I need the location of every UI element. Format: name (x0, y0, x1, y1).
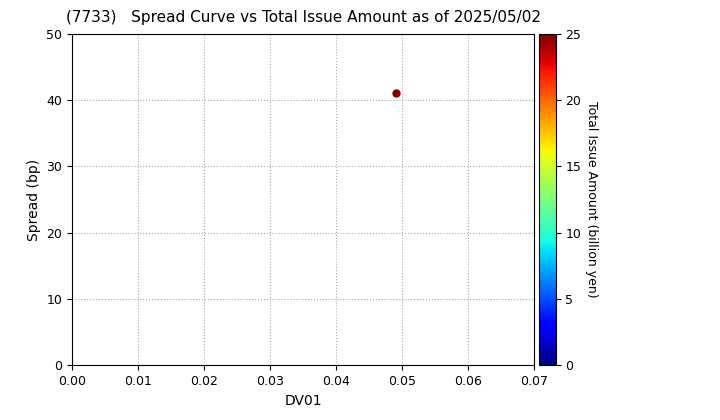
Y-axis label: Spread (bp): Spread (bp) (27, 158, 41, 241)
Point (390, 90, 401, 97)
Title: (7733)   Spread Curve vs Total Issue Amount as of 2025/05/02: (7733) Spread Curve vs Total Issue Amoun… (66, 10, 541, 26)
X-axis label: DV01: DV01 (284, 394, 322, 408)
Y-axis label: Total Issue Amount (billion yen): Total Issue Amount (billion yen) (585, 101, 598, 298)
